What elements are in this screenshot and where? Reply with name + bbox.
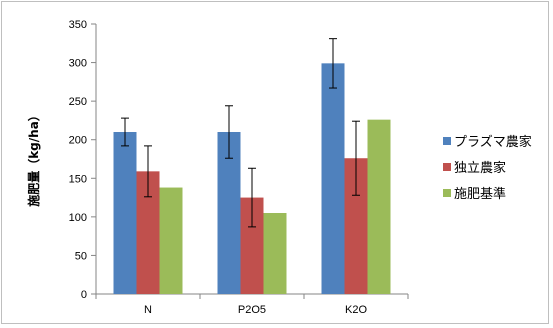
y-tick-label: 200 [69,135,87,147]
bar [240,197,264,294]
y-tick-label: 350 [69,19,87,31]
legend-swatch [443,189,451,197]
y-axis-title: 施肥量（kg/ha） [26,109,41,207]
x-tick-label: K2O [345,304,367,316]
bar [159,187,183,294]
y-tick-label: 300 [69,58,87,70]
y-tick-label: 0 [81,289,87,301]
y-tick-label: 250 [69,96,87,108]
y-tick-label: 50 [75,250,87,262]
legend-swatch [443,163,451,171]
legend-label: プラズマ農家 [454,134,532,150]
x-tick-label: P2O5 [238,304,266,316]
bar [263,213,287,294]
y-tick-label: 100 [69,212,87,224]
legend-label: 施肥基準 [454,186,506,202]
legend-swatch [443,137,451,145]
bar [321,63,345,294]
bar [136,171,160,294]
x-tick-label: N [144,304,152,316]
plot-area: 0 50 100 150 200 250 300 350 N P2O5 K2O [69,19,409,316]
bar [113,132,137,294]
y-tick-label: 150 [69,173,87,185]
bar [344,158,368,294]
bar [367,119,391,295]
bar [217,132,241,294]
legend-label: 独立農家 [454,160,506,176]
